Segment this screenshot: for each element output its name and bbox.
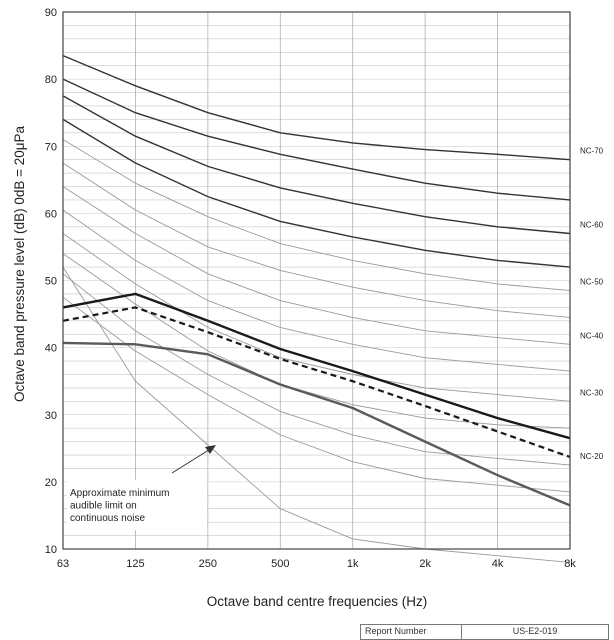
annotation-box [67, 480, 207, 530]
annotation-arrow-line [171, 447, 213, 474]
nc-curve-line [62, 95, 571, 235]
hearing-threshold [62, 266, 571, 563]
nc-curve-line [62, 273, 571, 466]
axes [62, 11, 571, 550]
y-tick-label: 60 [45, 208, 57, 220]
y-tick-label: 90 [45, 7, 57, 19]
nc-curve-label: NC-40 [580, 331, 604, 340]
nc-curve-chart: 10 20 30 40 50 60 70 80 90 63 125 250 500 1k 2k 4k 8k NC… [45, 7, 604, 570]
plot-frame [62, 11, 571, 550]
y-tick-label: 30 [45, 410, 57, 422]
y-tick-label: 70 [45, 141, 57, 153]
nc-curve-line [62, 162, 571, 318]
measured-line-thick-solid [62, 292, 571, 440]
nc-curve-line [62, 209, 571, 372]
nc-curve-label: NC-30 [580, 388, 604, 397]
nc-curve-label: NC-50 [580, 278, 604, 287]
annotation-text: continuous noise [70, 513, 145, 524]
y-tick-label: 10 [45, 544, 57, 556]
annotation-text: audible limit on [70, 501, 137, 512]
x-tick-label: 4k [492, 558, 504, 570]
x-tick-label: 1k [347, 558, 359, 570]
measured-line-thick-dashed [62, 306, 571, 459]
nc-curve-line [62, 78, 571, 201]
report-number-value: US-E2-019 [512, 626, 558, 636]
tick-labels: 10 20 30 40 50 60 70 80 90 63 125 250 500 1k 2k 4k 8k [45, 7, 577, 570]
y-tick-label: 40 [45, 343, 57, 355]
y-tick-label: 50 [45, 276, 57, 288]
nc-curves [62, 54, 571, 493]
x-tick-label: 2k [419, 558, 431, 570]
nc-curve-line [62, 54, 571, 161]
nc-curve-label: NC-70 [580, 147, 604, 156]
nc-curve-label: NC-60 [580, 221, 604, 230]
nc-curve-label: NC-20 [580, 452, 604, 461]
grid [63, 11, 570, 550]
x-tick-label: 250 [199, 558, 217, 570]
y-tick-label: 80 [45, 74, 57, 86]
report-number-box: Report Number US-E2-019 [360, 624, 609, 640]
annotation-arrow-head [205, 445, 216, 454]
nc-curve-line [62, 233, 571, 402]
annotation: Approximate minimum audible limit onconti… [67, 445, 216, 530]
x-tick-label: 500 [271, 558, 289, 570]
nc-curve-line [62, 139, 571, 292]
measured-series [62, 292, 571, 507]
annotation-text: Approximate minimum [70, 488, 169, 499]
nc-curve-line [62, 253, 571, 429]
nc-curve-line [62, 296, 571, 493]
x-axis-label: Octave band centre frequencies (Hz) [206, 594, 428, 609]
x-tick-label: 125 [126, 558, 144, 570]
y-axis-label: Octave band pressure level (dB) 0dB = 20… [12, 125, 27, 403]
hearing-threshold-line [62, 266, 571, 563]
nc-curve-line [62, 186, 571, 345]
nc-curve-labels: NC-70 NC-60 NC-50 NC-40 NC-30 NC-20 [580, 147, 604, 461]
report-number-label: Report Number [361, 625, 462, 639]
measured-line-thick-grey [62, 341, 571, 507]
y-tick-label: 20 [45, 477, 57, 489]
x-tick-label: 63 [57, 558, 69, 570]
nc-curve-line [62, 118, 571, 268]
x-tick-label: 8k [564, 558, 576, 570]
